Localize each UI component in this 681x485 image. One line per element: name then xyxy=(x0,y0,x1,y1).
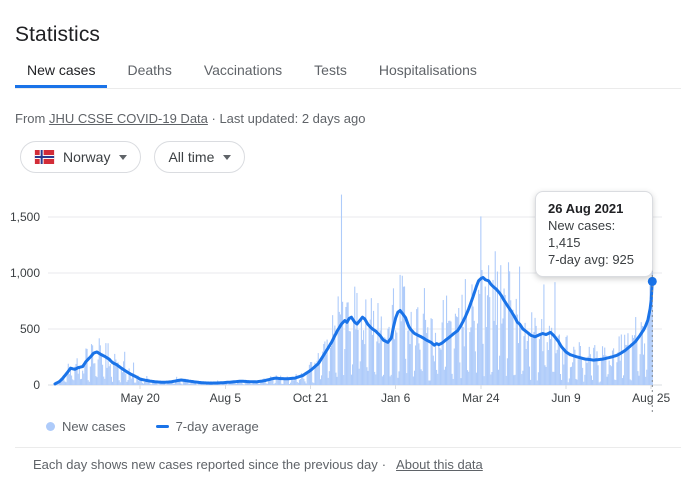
footer-text: Each day shows new cases reported since … xyxy=(33,457,378,472)
new-cases-swatch-icon xyxy=(46,422,55,431)
footer-separator: · xyxy=(381,457,387,472)
hover-marker xyxy=(647,255,657,413)
footer-divider xyxy=(15,447,681,448)
chart-axes: 0 500 1,000 1,500 May 20 Aug 5 Oct 21 Jan 6 Mar … xyxy=(10,210,671,405)
svg-text:Aug 5: Aug 5 xyxy=(210,391,242,405)
page-title: Statistics xyxy=(15,23,101,47)
svg-text:1,500: 1,500 xyxy=(10,210,40,224)
tabs-divider xyxy=(15,88,681,89)
chevron-down-icon xyxy=(119,154,128,160)
region-dropdown[interactable]: Norway xyxy=(20,141,142,173)
svg-text:Oct 21: Oct 21 xyxy=(293,391,329,405)
avg-line-swatch-icon xyxy=(155,425,169,428)
tab-tests[interactable]: Tests xyxy=(314,62,347,78)
legend-item-avg: 7-day average xyxy=(155,419,259,434)
attribution-updated: · Last updated: 2 days ago xyxy=(207,111,366,126)
svg-text:Aug 25: Aug 25 xyxy=(632,391,670,405)
svg-text:0: 0 xyxy=(33,378,40,392)
tooltip-new-cases: New cases: 1,415 xyxy=(548,218,616,250)
cases-chart[interactable]: 0 500 1,000 1,500 May 20 Aug 5 Oct 21 Jan 6 Mar … xyxy=(0,185,681,415)
footer-note: Each day shows new cases reported since … xyxy=(33,457,483,472)
tab-bar: New cases Deaths Vaccinations Tests Hosp… xyxy=(15,55,497,88)
svg-text:May 20: May 20 xyxy=(120,391,160,405)
tooltip-avg: 7-day avg: 925 xyxy=(548,252,635,267)
tab-hospitalisations[interactable]: Hospitalisations xyxy=(378,62,477,78)
svg-text:500: 500 xyxy=(20,322,40,336)
chart-legend: New cases 7-day average xyxy=(46,419,259,434)
filter-bar: Norway All time xyxy=(20,141,246,173)
source-link[interactable]: JHU CSSE COVID-19 Data xyxy=(48,111,208,126)
legend-label: New cases xyxy=(62,419,126,434)
chevron-down-icon xyxy=(223,154,232,160)
attribution: From JHU CSSE COVID-19 Data · Last updat… xyxy=(15,111,365,126)
region-dropdown-label: Norway xyxy=(63,149,111,165)
new-cases-bars xyxy=(54,194,653,385)
svg-text:Jun 9: Jun 9 xyxy=(551,391,581,405)
seven-day-average-line xyxy=(53,276,654,386)
time-range-dropdown[interactable]: All time xyxy=(154,141,246,173)
legend-label: 7-day average xyxy=(175,419,259,434)
tab-new-cases[interactable]: New cases xyxy=(15,55,108,88)
tab-vaccinations[interactable]: Vaccinations xyxy=(203,62,283,78)
svg-text:Jan 6: Jan 6 xyxy=(381,391,411,405)
svg-text:Mar 24: Mar 24 xyxy=(462,391,500,405)
about-this-data-link[interactable]: About this data xyxy=(396,457,483,472)
time-range-dropdown-label: All time xyxy=(168,149,215,165)
legend-item-new-cases: New cases xyxy=(46,419,126,434)
tab-deaths[interactable]: Deaths xyxy=(127,62,172,78)
attribution-prefix: From xyxy=(15,111,49,126)
svg-text:1,000: 1,000 xyxy=(10,266,40,280)
tooltip-date: 26 Aug 2021 xyxy=(548,201,624,216)
norway-flag-icon xyxy=(34,150,55,164)
chart-tooltip: 26 Aug 2021 New cases: 1,415 7-day avg: … xyxy=(535,191,653,277)
